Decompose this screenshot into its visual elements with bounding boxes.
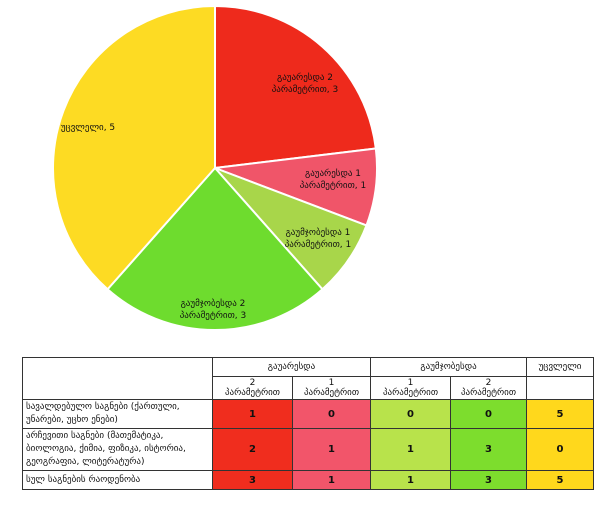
cell-r2-improved-1: 1 — [370, 428, 452, 471]
pie-slice-label: გაუარესდა 1 პარამეტრით, 1 — [300, 168, 367, 191]
cell-r1-worsened-1: 0 — [291, 399, 372, 429]
pie-slice-label-line: გაუარესდა 2 — [277, 72, 333, 83]
table-row: სულ საგნების რაოდენობა 3 1 1 3 5 — [22, 470, 595, 490]
pie-chart: გაუარესდა 2 პარამეტრით, 3 გაუარესდა 1 პარამ… — [51, 4, 379, 331]
cell-r1-improved-1: 0 — [370, 399, 452, 429]
summary-table: გაუარესდა გაუმჯობესდა უცვლელი 2 პარამეტრი… — [22, 357, 595, 490]
cell-r1-improved-2: 0 — [450, 399, 528, 429]
cell-r3-worsened-1: 1 — [291, 470, 372, 490]
row-label-total: სულ საგნების რაოდენობა — [22, 470, 213, 490]
pie-slice-label-line: გაუმჯობესდა 2 — [181, 298, 246, 309]
subheader-text: პარამეტრით — [382, 388, 439, 398]
subheader-unchanged-blank — [526, 376, 595, 400]
pie-slice-label: გაუარესდა 2 პარამეტრით, 3 — [272, 72, 339, 95]
pie-slice — [106, 166, 324, 331]
pie-slice-label-line: უცვლელი, 5 — [61, 123, 115, 133]
subheader-text: პარამეტრით — [460, 388, 517, 398]
subheader-worsened-2: 2 პარამეტრით — [212, 376, 293, 400]
pie-slice-label-line: პარამეტრით, 3 — [180, 310, 247, 321]
subheader-improved-1: 1 პარამეტრით — [370, 376, 452, 400]
subheader-num: 1 — [407, 378, 414, 388]
cell-r2-improved-2: 3 — [450, 428, 528, 471]
cell-r3-unchanged: 5 — [526, 470, 595, 490]
subheader-text: პარამეტრით — [224, 388, 281, 398]
table-group-header-row: გაუარესდა გაუმჯობესდა უცვლელი — [22, 357, 595, 400]
cell-r3-improved-1: 1 — [370, 470, 452, 490]
cell-r2-worsened-2: 2 — [212, 428, 293, 471]
pie-slice-label: გაუმჯობესდა 2 პარამეტრით, 3 — [180, 298, 247, 321]
subheader-worsened-1: 1 პარამეტრით — [291, 376, 372, 400]
subheader-improved-2: 2 პარამეტრით — [450, 376, 528, 400]
cell-r3-improved-2: 3 — [450, 470, 528, 490]
row-label-mandatory: სავალდებულო საგნები (ქართული, უნარები, უ… — [22, 399, 213, 429]
cell-r1-unchanged: 5 — [526, 399, 595, 429]
cell-r2-unchanged: 0 — [526, 428, 595, 471]
table-row: სავალდებულო საგნები (ქართული, უნარები, უ… — [22, 399, 595, 429]
table-corner-cell — [22, 357, 213, 400]
pie-slice — [51, 4, 216, 291]
pie-slice-label-line: გაუმჯობესდა 1 — [286, 227, 351, 238]
pie-slice-label-line: გაუარესდა 1 — [305, 168, 361, 179]
pie-slice-label-line: პარამეტრით, 1 — [300, 180, 367, 191]
pie-slice — [214, 4, 377, 170]
subheader-num: 2 — [249, 378, 256, 388]
pie-slice-label: უცვლელი, 5 — [61, 123, 115, 133]
cell-r1-worsened-2: 1 — [212, 399, 293, 429]
subheader-text: პარამეტრით — [303, 388, 360, 398]
subheader-num: 1 — [328, 378, 335, 388]
pie-slice-label-line: პარამეტრით, 3 — [272, 84, 339, 95]
pie-slice-label-line: პარამეტრით, 1 — [285, 239, 352, 250]
row-label-elective: არჩევითი საგნები (მათემატიკა, ბიოლოგია, … — [22, 428, 213, 471]
table-row: არჩევითი საგნები (მათემატიკა, ბიოლოგია, … — [22, 428, 595, 471]
summary-table-container: გაუარესდა გაუმჯობესდა უცვლელი 2 პარამეტრი… — [22, 357, 595, 490]
header-improved: გაუმჯობესდა — [370, 357, 528, 377]
pie-slice-label: გაუმჯობესდა 1 პარამეტრით, 1 — [285, 227, 352, 250]
header-unchanged: უცვლელი — [526, 357, 595, 377]
header-worsened: გაუარესდა — [211, 357, 372, 377]
cell-r2-worsened-1: 1 — [291, 428, 372, 471]
cell-r3-worsened-2: 3 — [212, 470, 293, 490]
subheader-num: 2 — [485, 378, 492, 388]
